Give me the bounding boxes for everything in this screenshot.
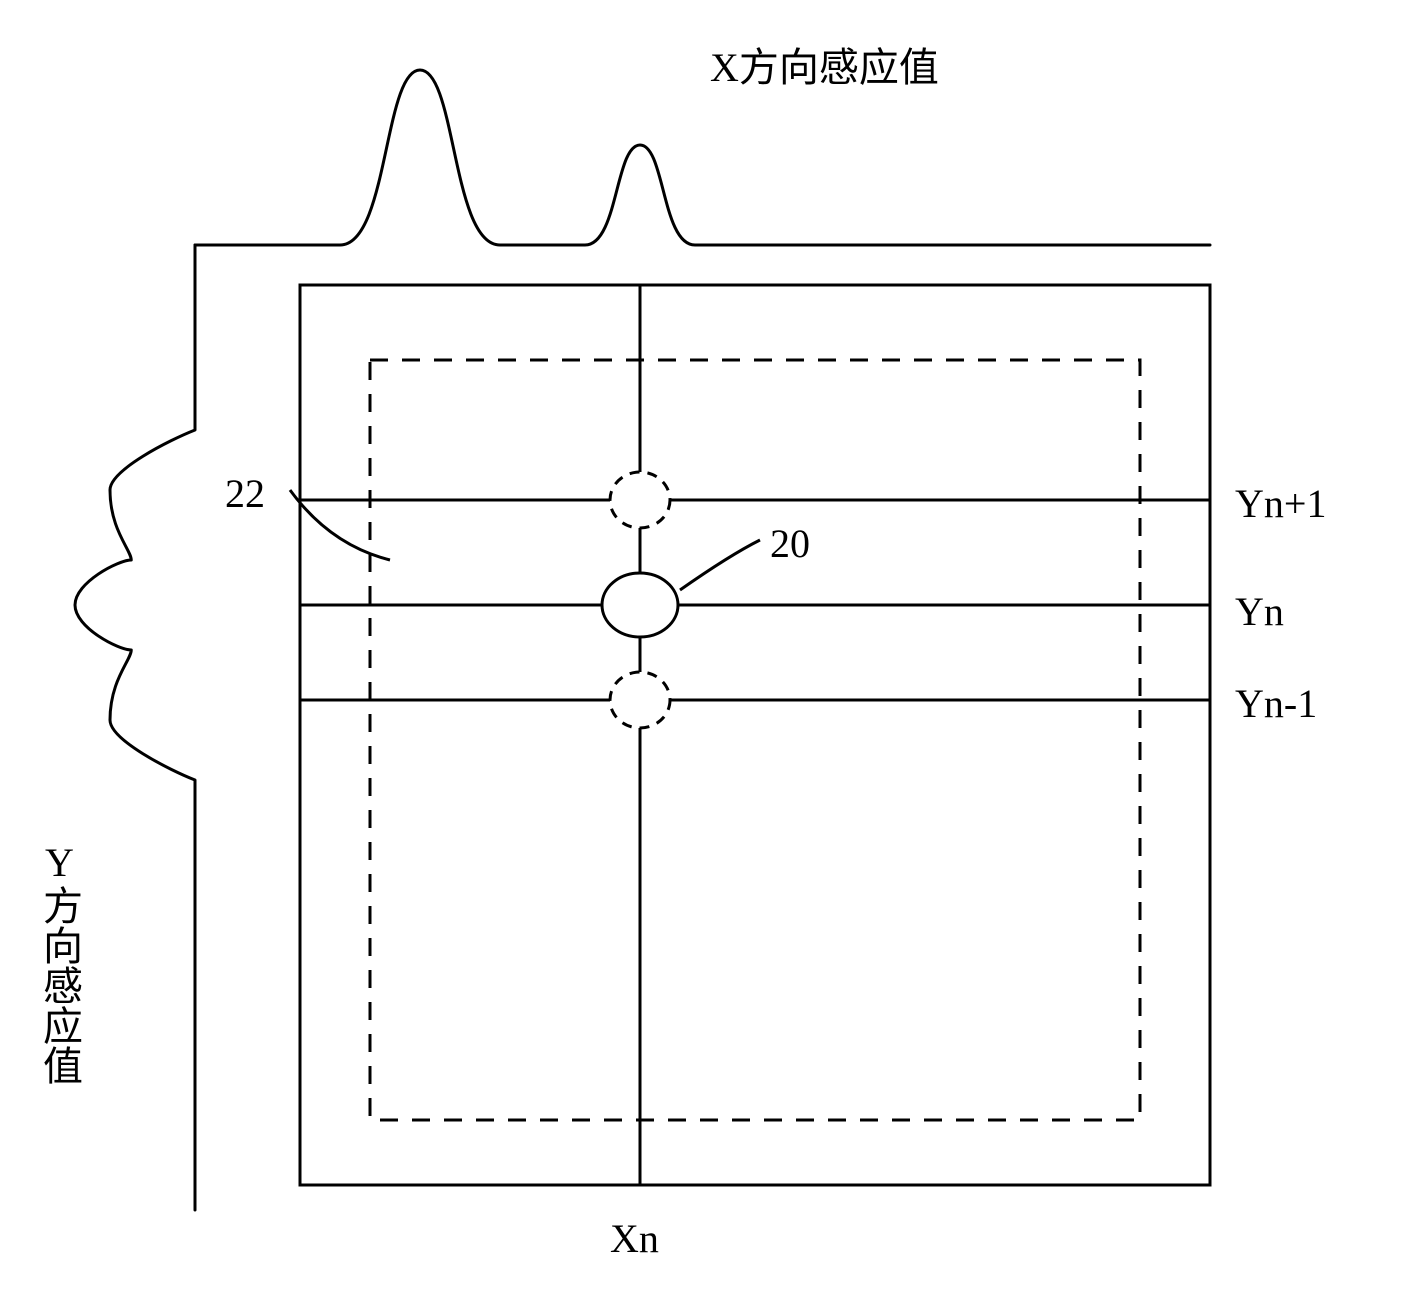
x-label-n: Xn	[610, 1215, 659, 1262]
y-label-n: Yn	[1235, 588, 1284, 635]
reference-20-label: 20	[770, 520, 810, 567]
y-label-n-plus-1: Yn+1	[1235, 480, 1326, 527]
y-axis-title: Y方向感应值	[30, 840, 88, 1085]
reference-22-label: 22	[225, 470, 265, 517]
diagram-svg	[0, 0, 1425, 1289]
y-label-n-minus-1: Yn-1	[1235, 680, 1317, 727]
diagram-container: X方向感应值 Y方向感应值 Yn+1 Yn Yn-1 Xn 22 20	[0, 0, 1425, 1289]
x-axis-title: X方向感应值	[710, 35, 939, 93]
